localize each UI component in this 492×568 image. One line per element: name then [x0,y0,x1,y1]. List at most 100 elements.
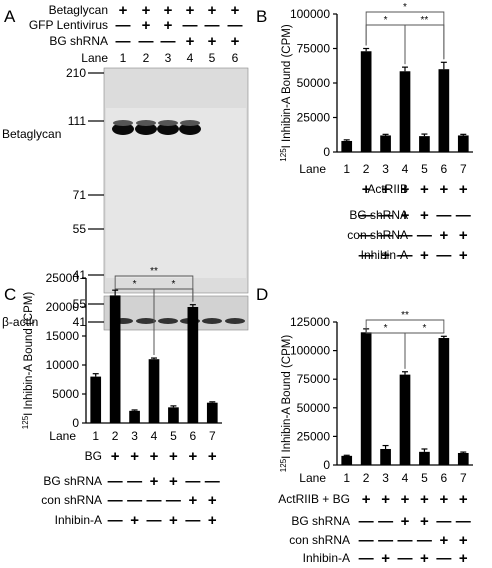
panel-c-lane-number: 5 [170,429,177,443]
panel-d-treatment-label: ActRIIB + BG [278,492,350,506]
betaglycan-band [179,123,201,135]
panel-d-significance-label: ** [401,310,409,321]
panel-c-bar [90,376,102,423]
panel-d-bar [457,452,469,465]
panel-d-bar [360,332,372,465]
band-label-betaglycan: Betaglycan [2,127,61,141]
blot-lane-number: 2 [143,51,150,65]
panel-c-y-tick-label: 10000 [46,358,80,372]
blot-treatment-mark: + [231,2,240,19]
panel-d-treatment-mark: + [420,491,429,508]
panel-d-treatment-mark: — [378,532,393,549]
panel-b-treatment-mark: + [439,227,448,244]
panel-b-bar [399,71,411,152]
blot-lane-number: 4 [187,51,194,65]
panel-b-y-tick-label: 25000 [297,111,331,125]
panel-d-y-tick-label: 100000 [290,344,330,358]
panel-d-y-axis-title: 125I Inhibin-A Bound (CPM) [279,335,294,473]
panel-c-significance-label: * [171,279,175,290]
panel-d-treatment-label: BG shRNA [291,514,350,528]
panel-b-y-axis-title-text: I Inhibin-A Bound (CPM) [281,24,293,148]
panel-b-treatment-mark: — [436,247,451,264]
blot-treatment-mark: + [142,17,151,34]
panel-c-treatment-mark: — [108,473,123,490]
panel-c-treatment-mark: + [188,492,197,509]
panel-d-lane-label: Lane [299,471,326,485]
panel-c-treatment-mark: + [208,492,217,509]
blot-treatment-mark: — [161,33,176,50]
panel-b-treatment-mark: — [417,227,432,244]
blot-treatment-mark: + [119,2,128,19]
panel-c-y-axis-title-text: I Inhibin-A Bound (CPM) [23,292,35,416]
panel-d-significance-bracket [404,332,445,369]
blot-treatment-mark: + [164,2,173,19]
panel-b-treatment-mark: — [378,227,393,244]
panel-d-significance-label: * [384,323,388,334]
panel-b-y-axis-title: 125I Inhibin-A Bound (CPM) [279,24,294,162]
panel-d-lane-number: 2 [363,471,370,485]
panel-b-treatment-mark: + [459,247,468,264]
panel-b-y-tick-label: 0 [323,145,330,159]
panel-d-y-tick-label: 125000 [290,315,330,329]
panel-b-treatment-mark: — [359,207,374,224]
band-label-actin: β-actin [2,315,38,329]
panel-d-bar [380,448,391,465]
panel-d-treatment-mark: — [417,532,432,549]
panel-d-treatment-mark: + [439,491,448,508]
panel-letter-b: B [256,7,267,26]
panel-d-treatment-mark: + [420,513,429,530]
panel-b-treatment-label: con shRNA [347,228,408,242]
panel-b-bar [380,135,391,152]
blot-treatment-mark: + [142,2,151,19]
panel-d-treatment-label: con shRNA [289,533,350,547]
panel-b-treatment-mark: — [359,227,374,244]
panel-c-treatment-mark: — [147,512,162,529]
panel-d-y-tick-label: 0 [323,458,330,472]
panel-d-bar [341,455,353,465]
panel-b-bar [360,51,372,153]
blot-row-label: Betaglycan [49,3,108,17]
panel-d-treatment-mark: + [401,513,410,530]
panel-b-treatment-mark: + [420,207,429,224]
panel-c-y-tick-label: 25000 [46,271,80,285]
panel-b-lane-number: 2 [363,162,370,176]
panel-d-treatment-mark: + [439,532,448,549]
panel-d-lane-number: 6 [441,471,448,485]
panel-c-lane-number: 2 [112,429,119,443]
panel-c-treatment-mark: + [169,473,178,490]
panel-b-bar [457,135,469,152]
panel-c-treatment-mark: + [208,512,217,529]
panel-d-treatment-mark: + [459,532,468,549]
panel-d-treatment-mark: + [459,491,468,508]
panel-b-lane-number: 1 [343,162,350,176]
blot-treatment-mark: + [208,33,217,50]
panel-b-treatment-mark: + [439,181,448,198]
actin-marker-label: 41 [73,315,87,329]
blot-treatment-mark: — [228,17,243,34]
panel-c-treatment-mark: + [130,448,139,465]
panel-c-lane-number: 4 [151,429,158,443]
actin-band [202,318,222,324]
blot-treatment-mark: — [116,17,131,34]
panel-d-bar [419,451,430,465]
panel-d-treatment-mark: — [359,532,374,549]
betaglycan-band [135,123,157,135]
panel-b-significance-bracket [404,24,445,65]
mw-marker-label: 71 [73,188,87,202]
panel-d-treatment-mark: + [420,550,429,567]
panel-c-y-axis-title: 125I Inhibin-A Bound (CPM) [21,292,36,430]
panel-d-treatment-mark: — [398,550,413,567]
actin-band [225,318,245,324]
betaglycan-band-upper [180,120,200,126]
panel-c-treatment-mark: + [130,512,139,529]
panel-b-treatment-mark: + [401,181,410,198]
panel-b-lane-number: 6 [441,162,448,176]
panel-d-treatment-mark: — [456,513,471,530]
panel-b-y-tick-label: 100000 [290,7,330,21]
panel-d-significance-bracket [365,319,445,334]
panel-d-lane-number: 5 [421,471,428,485]
betaglycan-band-upper [113,120,133,126]
